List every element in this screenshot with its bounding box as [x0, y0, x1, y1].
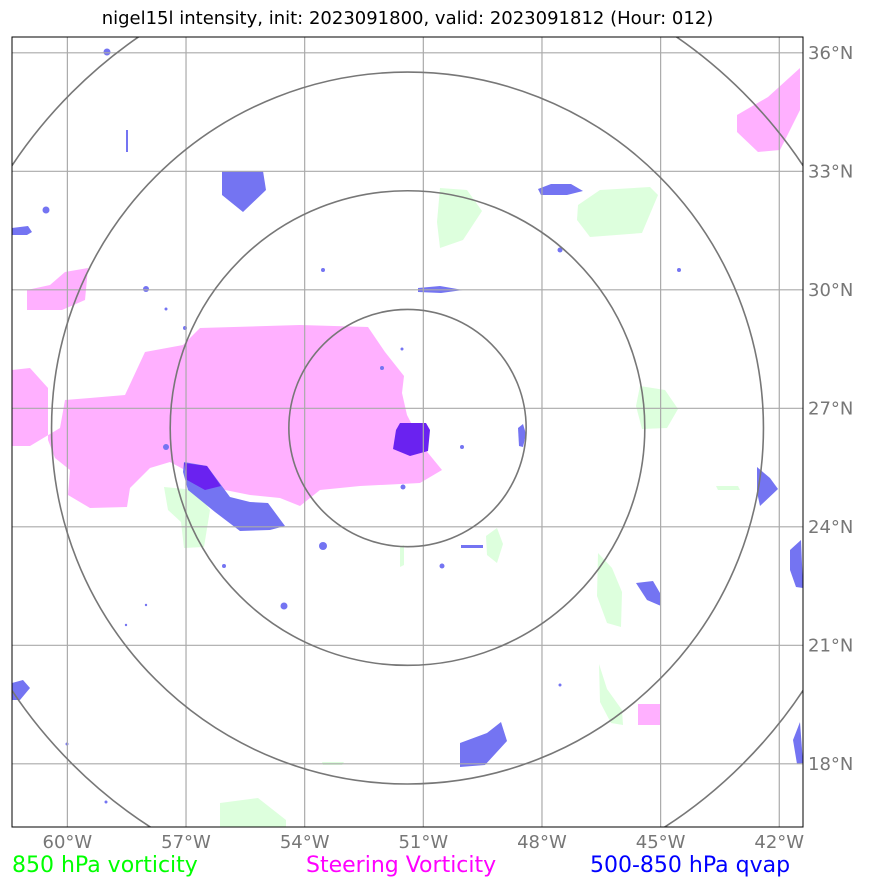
longitude-label: 45°W [636, 832, 686, 853]
map-title: nigel15l intensity, init: 2023091800, va… [101, 8, 714, 29]
overlap-contours [184, 423, 430, 490]
longitude-label: 54°W [280, 832, 330, 853]
latitude-label: 18°N [808, 754, 853, 775]
legend-steering-vorticity: Steering Vorticity [306, 853, 497, 878]
latitude-label: 24°N [808, 517, 853, 538]
longitude-label: 60°W [43, 832, 93, 853]
latitude-label: 21°N [808, 635, 853, 656]
steering-vorticity-contours [12, 68, 800, 725]
range-ring [50, 71, 765, 785]
axis-labels: 60°W 57°W 54°W 51°W 48°W 45°W 42°W 36°N 33°N 30°N… [43, 43, 854, 853]
latitude-label: 36°N [808, 43, 853, 64]
latitude-label: 27°N [808, 398, 853, 419]
range-ring [288, 308, 527, 548]
longitude-label: 57°W [161, 832, 211, 853]
latitude-label: 30°N [808, 280, 853, 301]
latitude-label: 33°N [808, 161, 853, 182]
vorticity-850-contours [164, 187, 740, 827]
map-border [11, 36, 804, 828]
longitude-label: 42°W [754, 832, 804, 853]
longitude-label: 48°W [517, 832, 567, 853]
legend-850-vorticity: 850 hPa vorticity [12, 853, 198, 878]
longitude-label: 51°W [398, 832, 448, 853]
range-ring [169, 189, 646, 667]
grid-lines [12, 37, 803, 827]
legend-qvap: 500-850 hPa qvap [590, 853, 791, 878]
